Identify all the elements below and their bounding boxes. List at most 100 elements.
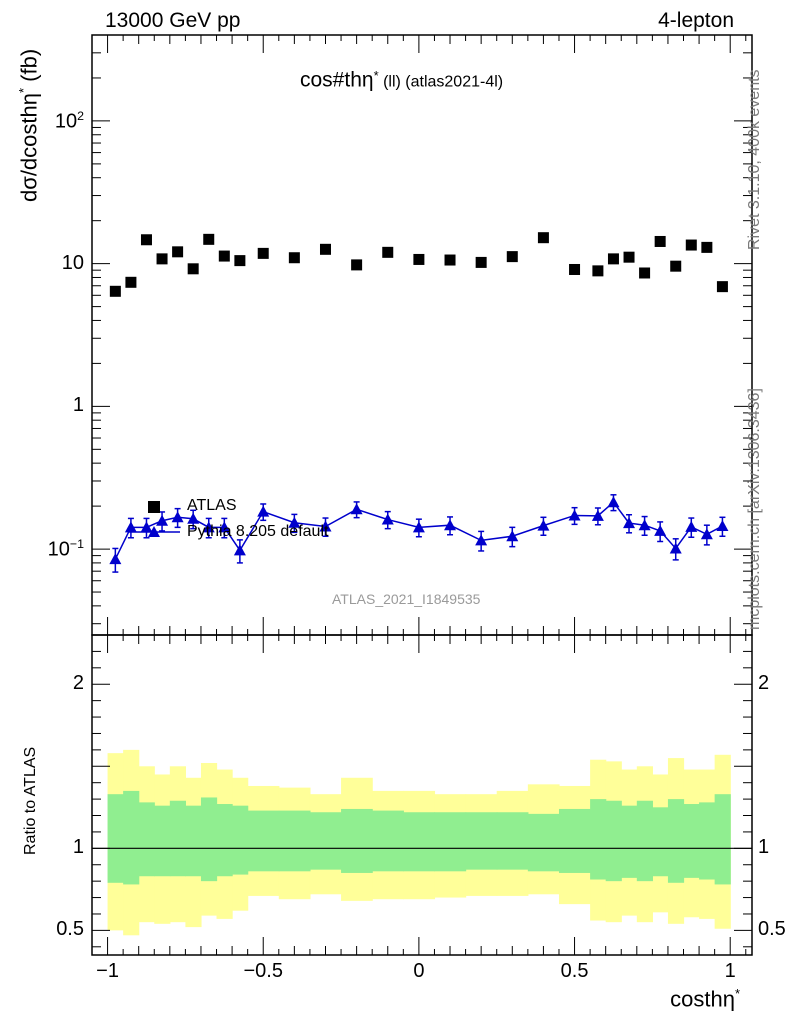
atlas-point: [234, 255, 246, 267]
stat-band-bin: [558, 808, 591, 873]
atlas-point: [623, 251, 635, 263]
mc-point: [124, 521, 137, 533]
ratio-axis-ticks: [92, 635, 752, 955]
x-tick-label-1: −0.5: [243, 960, 282, 983]
mc-point: [350, 503, 363, 515]
x-tick-label-3: 0.5: [561, 960, 589, 983]
main-y-tick-label-3-exp: 2: [77, 108, 84, 123]
atlas-point: [351, 259, 363, 271]
main-y-tick-label-2-text: 10: [61, 251, 84, 274]
ratio-y-tick-label-right-2: 2: [758, 672, 769, 695]
atlas-point: [319, 243, 331, 255]
legend-mc-marker: [148, 526, 160, 537]
main-axis-ticks: [92, 34, 752, 635]
main-y-tick-label-0-text: 10: [47, 538, 70, 561]
stat-band-bin: [309, 812, 342, 870]
atlas-point: [639, 267, 651, 279]
plot-title: cos#thη* (ll) (atlas2021-4l): [300, 68, 503, 92]
atlas-point: [413, 253, 425, 265]
stat-band-bin: [434, 812, 467, 872]
x-tick-label-0-text: −1: [96, 960, 119, 982]
atlas-point: [654, 235, 666, 247]
ratio-y-tick-label-left-0: 0.5: [56, 918, 84, 941]
mc-point: [233, 544, 246, 556]
stat-band-bin: [247, 810, 280, 872]
main-y-tick-label-2: 10: [62, 252, 84, 275]
atlas-point: [716, 281, 728, 293]
mc-point: [623, 517, 636, 529]
mc-point: [607, 496, 620, 508]
atlas-point: [382, 246, 394, 258]
legend: [128, 501, 180, 537]
stat-band-bin: [590, 799, 607, 880]
main-y-tick-label-1: 1: [73, 394, 84, 417]
mc-point: [319, 520, 332, 532]
atlas-point: [701, 241, 713, 253]
ratio-y-tick-label-right-0: 0.5: [758, 918, 786, 941]
stat-band-bin: [278, 810, 311, 872]
mc-point: [381, 513, 394, 525]
header-energy-label: 13000 GeV pp: [105, 9, 241, 32]
mc-point: [568, 509, 581, 521]
stat-band-bin: [200, 797, 218, 882]
stat-band-bin: [232, 805, 249, 875]
x-tick-label-2: 0: [413, 960, 424, 983]
stat-band-bin: [636, 800, 653, 882]
plot-title-main: cos#thη: [300, 68, 374, 92]
mc-point: [444, 519, 457, 531]
ratio-y-axis-label: Ratio to ATLAS: [22, 746, 39, 855]
atlas-point: [172, 246, 184, 258]
ratio-y-tick-label-left-2-text: 2: [72, 672, 84, 695]
atlas-point: [592, 265, 604, 277]
atlas-point: [569, 263, 581, 275]
ratio-frame: [91, 634, 753, 956]
main-y-axis-label: dσ/dcosthη* (fb): [16, 49, 42, 202]
atlas-point: [506, 251, 518, 263]
atlas-point: [125, 276, 137, 288]
atlas-point: [685, 239, 697, 251]
mc-point: [669, 542, 682, 554]
stat-band-bin: [527, 813, 560, 872]
atlas-point: [140, 234, 152, 246]
stat-band-bin: [169, 800, 186, 877]
ratio-y-tick-label-left-0-text: 0.5: [56, 918, 84, 941]
mc-point: [638, 519, 651, 531]
atlas-point: [444, 254, 456, 266]
stat-band-bin: [372, 810, 404, 872]
x-tick-label-1-text: −0.5: [243, 960, 283, 982]
mc-point: [412, 521, 425, 533]
ratio-bands: [107, 749, 731, 936]
x-tick-label-0: −1: [96, 960, 119, 983]
plot-title-rest: (ll) (atlas2021-4l): [378, 73, 504, 91]
mc-point: [109, 553, 122, 565]
atlas-point: [203, 233, 215, 245]
mc-point: [506, 530, 519, 542]
mc-point: [257, 505, 270, 517]
mcplots-label: mcplots.cern.ch [arXiv:1306.3436]: [746, 388, 763, 630]
stat-band-bin: [403, 812, 436, 872]
stat-band-bin: [123, 790, 140, 885]
mc-point: [288, 516, 301, 528]
mc-point: [716, 520, 729, 532]
mc-point: [654, 524, 667, 536]
atlas-point: [537, 232, 549, 244]
mc-series: [109, 494, 729, 573]
main-y-tick-label-3: 102: [55, 109, 84, 134]
main-y-tick-label-0-exp: −1: [69, 537, 84, 552]
atlas-point: [187, 263, 199, 275]
stat-band-bin: [216, 804, 233, 877]
main-y-tick-label-1-text: 1: [72, 394, 84, 417]
x-tick-label-4-text: 1: [724, 960, 736, 982]
atlas-point: [475, 256, 487, 268]
ratio-y-tick-label-right-2-text: 2: [758, 672, 770, 695]
atlas-point: [218, 250, 230, 262]
stat-band-bin: [341, 808, 373, 873]
stat-band-bin: [154, 805, 171, 877]
stat-band-bin: [667, 799, 685, 883]
stat-band-bin: [138, 802, 155, 877]
stat-band-bin: [185, 805, 202, 877]
stat-band-bin: [683, 804, 700, 878]
x-axis-label-sup: *: [734, 986, 740, 1001]
x-tick-label-2-text: 0: [413, 960, 425, 982]
x-tick-label-4: 1: [725, 960, 736, 983]
